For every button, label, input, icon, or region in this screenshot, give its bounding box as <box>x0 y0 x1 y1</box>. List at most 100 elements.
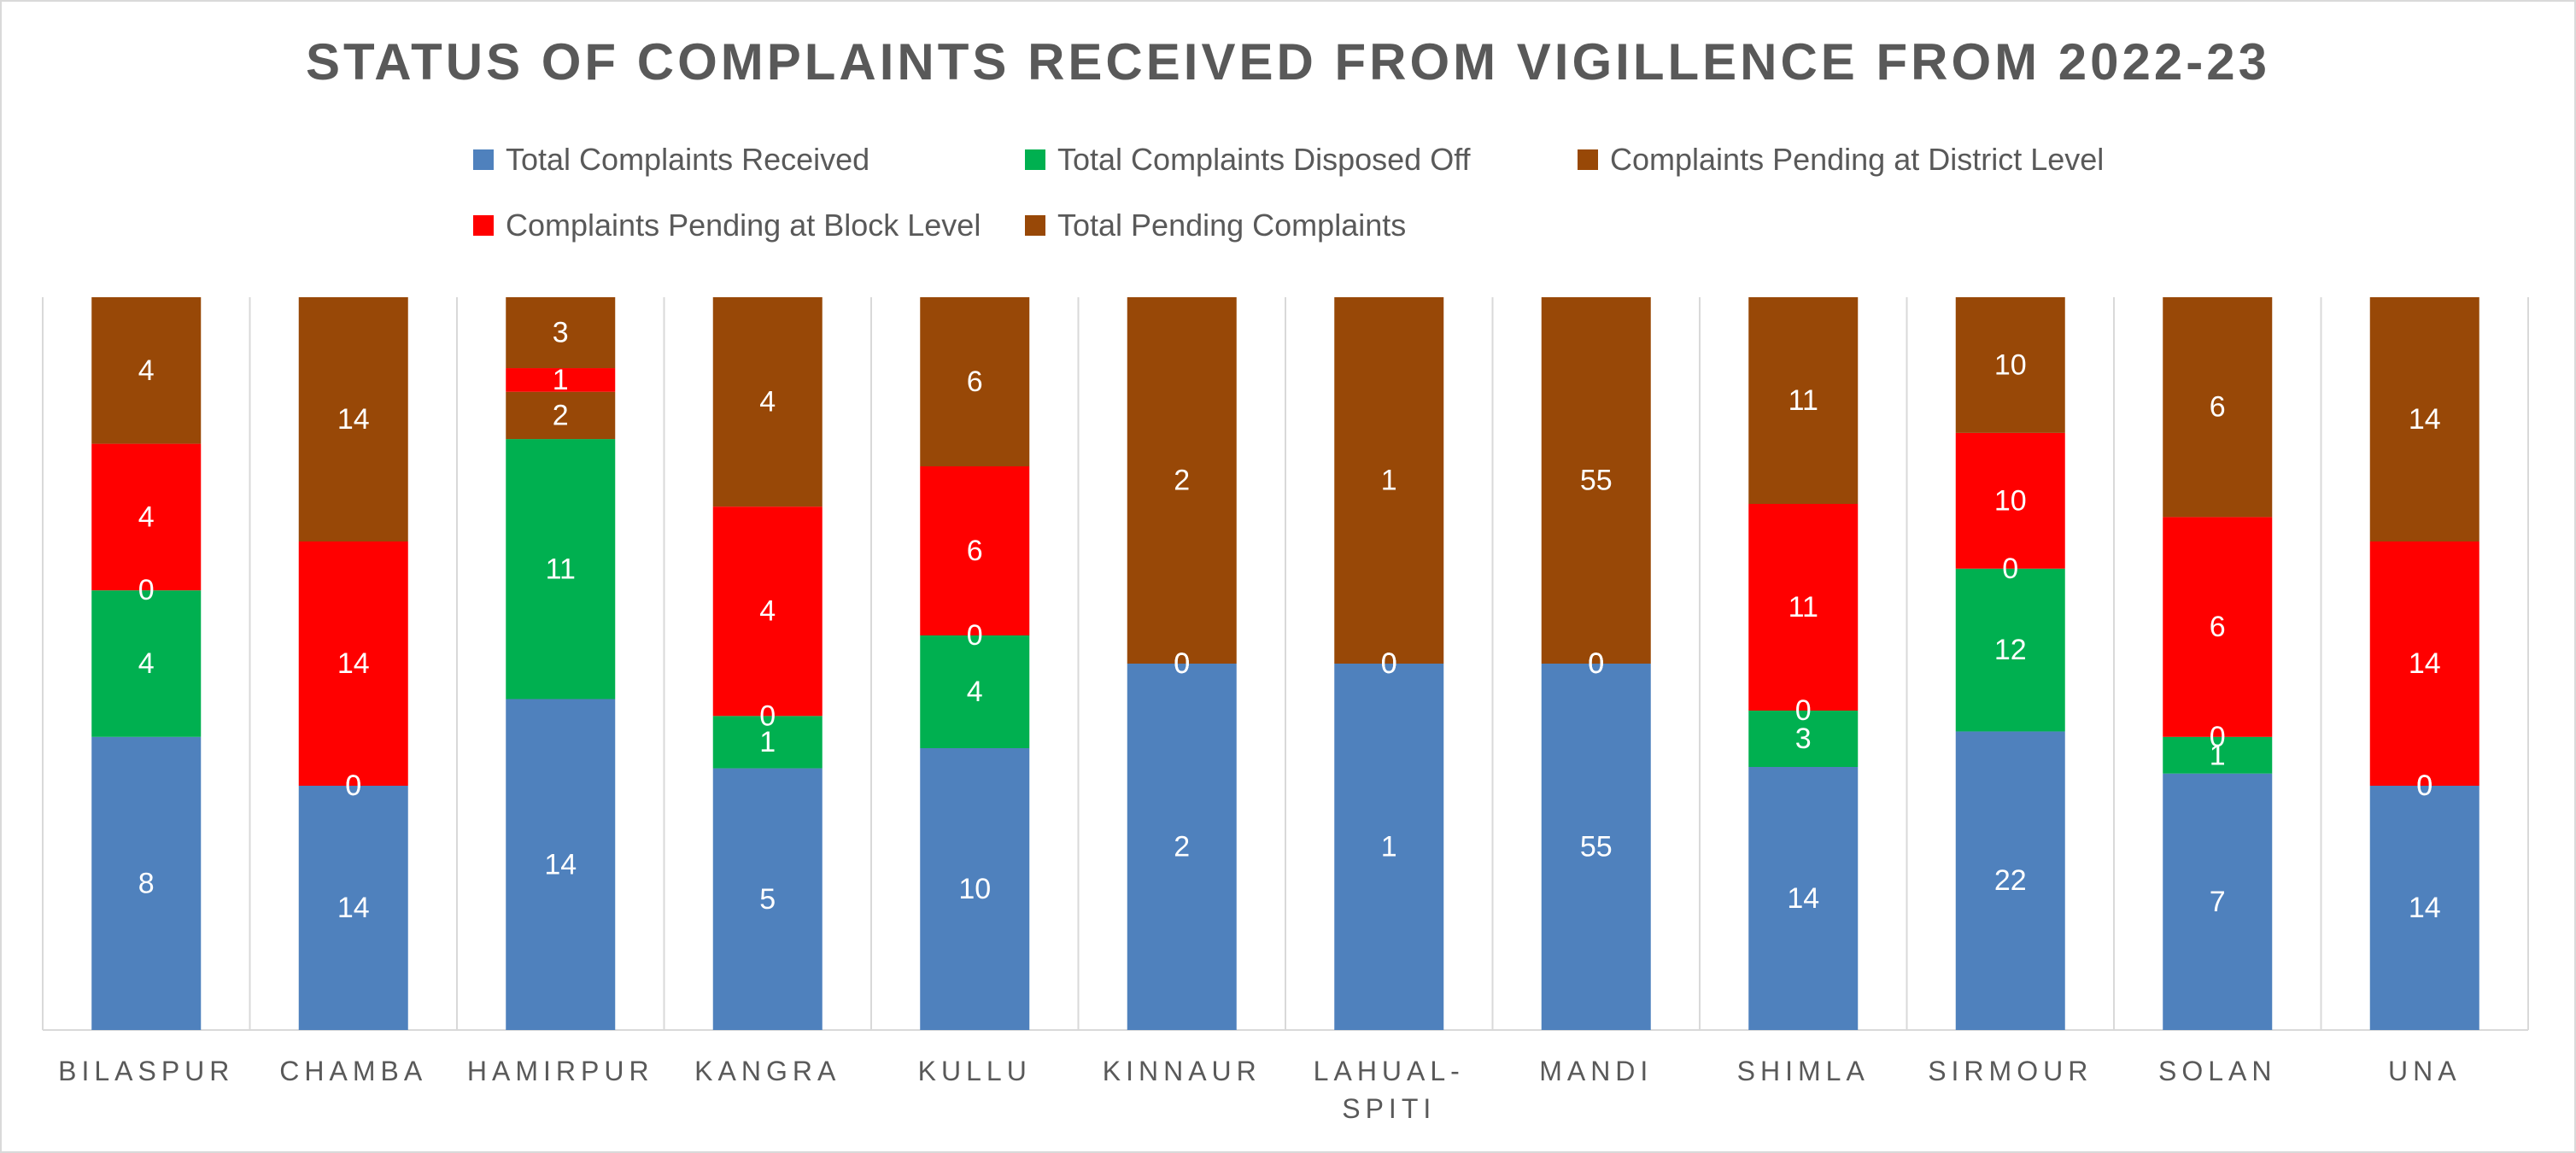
bar-segment <box>1748 711 1859 767</box>
legend-label-total-received: Total Complaints Received <box>506 142 870 177</box>
bar-segment <box>91 297 202 444</box>
bar-segment <box>1955 568 2065 732</box>
data-label: 14 <box>2409 647 2441 680</box>
legend-swatch-disposed-off <box>1025 149 1045 170</box>
legend-swatch-pending-block <box>473 215 494 236</box>
data-label: 4 <box>138 647 155 680</box>
data-label: 14 <box>337 647 370 680</box>
bar-segment <box>2369 541 2479 786</box>
bar-segment <box>2163 773 2273 1030</box>
bar-segment <box>920 635 1030 748</box>
category-label: KULLU <box>918 1056 1032 1086</box>
bar-segment <box>91 736 202 1030</box>
category-label: SHIMLA <box>1737 1056 1870 1086</box>
data-label: 10 <box>1994 484 2027 517</box>
data-label: 6 <box>2210 611 2226 643</box>
bar-segment <box>1334 297 1444 664</box>
data-label: 55 <box>1580 831 1613 863</box>
data-label: 3 <box>1795 723 1812 755</box>
legend-item-pending-block: Complaints Pending at Block Level <box>473 208 981 243</box>
data-label: 14 <box>1787 882 1819 915</box>
data-label: 0 <box>1588 647 1604 680</box>
legend-label-total-pending: Total Pending Complaints <box>1057 208 1407 243</box>
bar-segment <box>1955 731 2065 1030</box>
bar-segment <box>712 506 823 717</box>
category-label: BILASPUR <box>58 1056 234 1086</box>
data-label: 10 <box>958 873 991 905</box>
data-label: 0 <box>1174 647 1190 680</box>
bar-segment <box>1955 297 2065 433</box>
data-label: 2 <box>553 399 569 431</box>
data-label: 14 <box>337 403 370 436</box>
bar-segment <box>1748 297 1859 504</box>
data-label: 0 <box>2210 721 2226 753</box>
bar-segment <box>1541 297 1651 664</box>
data-label: 1 <box>553 364 569 396</box>
bar-segment <box>2369 297 2479 541</box>
data-label: 6 <box>967 535 983 567</box>
data-label: 14 <box>2409 403 2441 436</box>
data-label: 0 <box>2002 553 2018 585</box>
category-label: SPITI <box>1342 1093 1436 1124</box>
chart-title: STATUS OF COMPLAINTS RECEIVED FROM VIGIL… <box>306 33 2270 91</box>
data-label: 0 <box>1588 647 1604 680</box>
bar-segment <box>1748 504 1859 711</box>
category-label: SOLAN <box>2158 1056 2276 1086</box>
data-label: 0 <box>1174 647 1190 680</box>
data-label: 0 <box>2416 770 2433 802</box>
data-label: 4 <box>759 386 776 418</box>
bar-segment <box>298 786 408 1030</box>
data-label: 0 <box>1588 647 1604 680</box>
data-label: 0 <box>1174 647 1190 680</box>
category-label: UNA <box>2388 1056 2462 1086</box>
data-label: 4 <box>138 354 155 387</box>
data-label: 6 <box>967 366 983 398</box>
category-label: HAMIRPUR <box>467 1056 654 1086</box>
bar-segment <box>1955 432 2065 569</box>
bar-segment <box>506 368 616 392</box>
data-label: 11 <box>546 553 576 585</box>
bar-segment <box>1127 297 1237 664</box>
bar-segment <box>2369 786 2479 1030</box>
data-label: 6 <box>2210 391 2226 424</box>
data-label: 7 <box>2210 886 2226 918</box>
legend-item-disposed-off: Total Complaints Disposed Off <box>1025 142 1471 178</box>
data-label: 0 <box>138 574 155 606</box>
legend-swatch-total-pending <box>1025 215 1045 236</box>
legend-item-total-pending: Total Pending Complaints <box>1025 208 1406 243</box>
data-label: 0 <box>1381 647 1397 680</box>
data-label: 14 <box>2409 892 2441 924</box>
bar-segment <box>712 716 823 769</box>
data-label: 2 <box>1174 831 1190 863</box>
category-label: SIRMOUR <box>1928 1056 2093 1086</box>
data-label: 10 <box>1994 348 2027 381</box>
bar-segment <box>91 443 202 591</box>
data-label: 1 <box>2210 739 2226 771</box>
data-label: 5 <box>759 883 776 916</box>
data-label: 3 <box>553 317 569 349</box>
bar-segment <box>298 541 408 786</box>
bar-segment <box>91 590 202 737</box>
data-label: 0 <box>1381 647 1397 680</box>
bar-segment <box>712 297 823 507</box>
bar-segment <box>1334 664 1444 1030</box>
bar-segment <box>1748 767 1859 1030</box>
bar-segment <box>712 768 823 1030</box>
legend-item-pending-district: Complaints Pending at District Level <box>1578 142 2104 178</box>
data-label: 2 <box>1174 465 1190 497</box>
bar-segment <box>920 748 1030 1030</box>
bar-segment <box>506 297 616 369</box>
data-label: 0 <box>967 619 983 652</box>
data-label: 14 <box>337 892 370 924</box>
bar-segment <box>506 439 616 699</box>
data-label: 0 <box>1795 694 1812 727</box>
data-label: 1 <box>1381 831 1397 863</box>
data-label: 4 <box>967 676 983 708</box>
data-label: 22 <box>1994 864 2027 897</box>
bar-segment <box>920 297 1030 466</box>
category-label: MANDI <box>1539 1056 1653 1086</box>
legend-swatch-total-received <box>473 149 494 170</box>
bar-segment <box>1541 664 1651 1030</box>
